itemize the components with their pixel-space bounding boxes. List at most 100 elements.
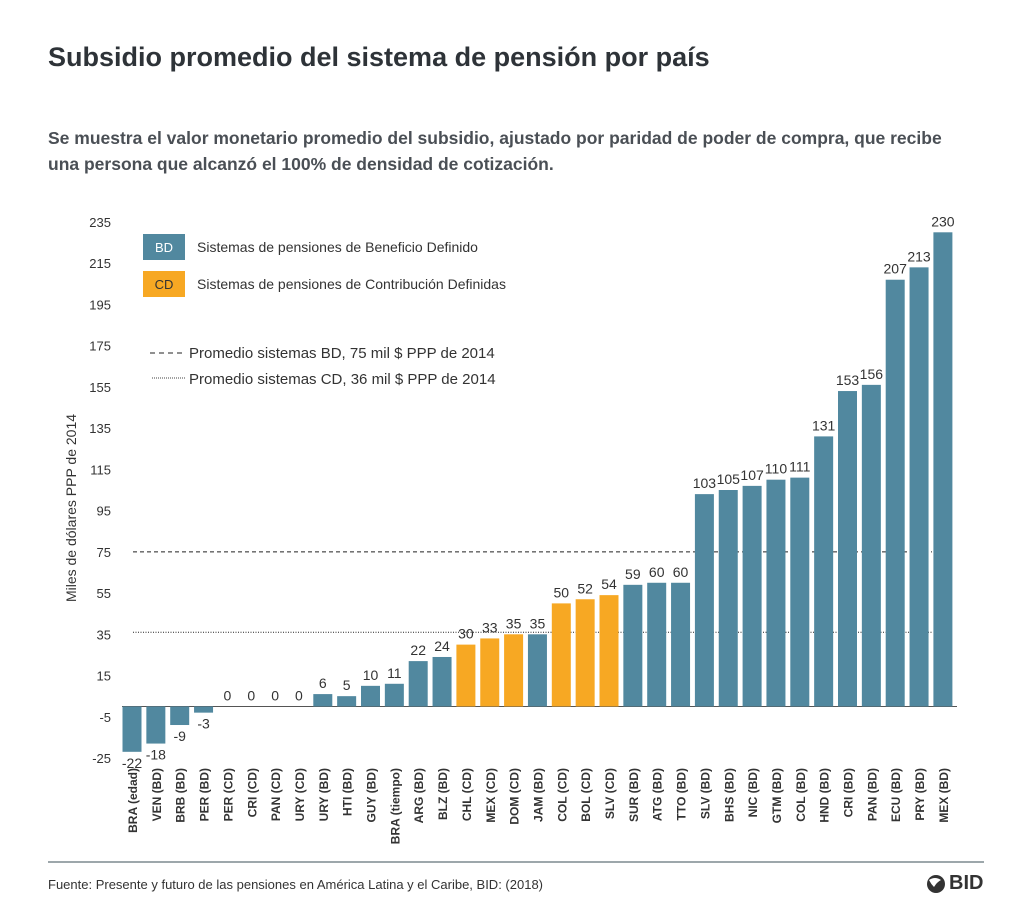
legend-label-cd: Sistemas de pensiones de Contribución De… xyxy=(197,276,506,292)
data-label: -3 xyxy=(197,716,210,732)
data-label: 54 xyxy=(601,576,617,592)
bar xyxy=(838,391,857,707)
bar xyxy=(885,279,905,707)
bar xyxy=(313,694,333,707)
bar xyxy=(647,582,667,707)
data-label: -18 xyxy=(146,747,166,763)
data-label: 105 xyxy=(717,471,741,487)
x-tick-label: PAN (BD) xyxy=(865,768,879,821)
bar xyxy=(814,436,834,707)
data-label: 0 xyxy=(295,687,303,703)
chart-subtitle: Se muestra el valor monetario promedio d… xyxy=(48,128,942,174)
bar xyxy=(432,656,452,707)
y-tick-label: 155 xyxy=(89,380,111,395)
x-tick-label: URY (BD) xyxy=(317,768,331,821)
data-label: 60 xyxy=(649,564,665,580)
legend-swatch-bd xyxy=(143,234,185,260)
x-tick-label: CHL (CD) xyxy=(460,768,474,821)
source-note: Fuente: Presente y futuro de las pension… xyxy=(48,877,543,892)
chart-title: Subsidio promedio del sistema de pensión… xyxy=(48,42,710,72)
bar xyxy=(599,595,619,707)
y-tick-label: -25 xyxy=(92,751,111,766)
bar xyxy=(909,267,929,707)
data-label: 207 xyxy=(884,261,908,277)
y-tick-label: 195 xyxy=(89,297,111,312)
data-label: 33 xyxy=(482,619,498,635)
bar xyxy=(361,685,380,707)
x-tick-label: SLV (CD) xyxy=(603,768,617,819)
bar xyxy=(694,494,714,707)
data-label: -9 xyxy=(173,728,186,744)
globe-logo-icon xyxy=(927,874,945,893)
bar xyxy=(146,706,166,744)
x-tick-label: PRY (BD) xyxy=(913,768,927,821)
data-label: 110 xyxy=(765,461,788,477)
data-label: -22 xyxy=(122,755,142,771)
x-tick-label: CRI (CD) xyxy=(245,768,259,817)
data-label: 52 xyxy=(577,580,593,596)
x-tick-label: SUR (BD) xyxy=(627,768,641,822)
bar xyxy=(527,634,547,707)
data-label: 5 xyxy=(343,677,351,693)
bar xyxy=(742,485,762,707)
data-label: 35 xyxy=(530,615,546,631)
y-tick-label: 75 xyxy=(97,545,111,560)
data-label: 0 xyxy=(271,687,279,703)
data-label: 153 xyxy=(836,372,860,388)
x-tick-label: COL (CD) xyxy=(555,768,569,822)
x-tick-label: GTM (BD) xyxy=(770,768,784,823)
data-label: 10 xyxy=(363,667,379,683)
x-tick-label: PER (CD) xyxy=(221,768,235,821)
y-tick-label: 35 xyxy=(97,627,111,642)
y-tick-label: 95 xyxy=(97,504,111,519)
data-label: 131 xyxy=(812,417,836,433)
data-label: 111 xyxy=(789,459,810,475)
x-tick-label: SLV (BD) xyxy=(698,768,712,819)
x-tick-label: BHS (BD) xyxy=(722,768,736,822)
y-tick-label: -5 xyxy=(99,710,111,725)
y-tick-label: 215 xyxy=(89,256,111,271)
bar xyxy=(861,384,881,707)
data-label: 22 xyxy=(410,642,426,658)
bar xyxy=(337,696,357,707)
x-tick-label: MEX (CD) xyxy=(484,768,498,823)
bar xyxy=(456,644,476,707)
bar xyxy=(194,706,214,713)
x-tick-label: BRB (BD) xyxy=(174,768,188,823)
x-tick-label: ECU (BD) xyxy=(889,768,903,822)
x-tick-label: BRA (tiempo) xyxy=(388,768,402,844)
legend-key-bd: BD xyxy=(155,240,173,255)
y-tick-label: 55 xyxy=(97,586,111,601)
y-axis-label: Miles de dólares PPP de 2014 xyxy=(63,414,79,602)
data-label: 60 xyxy=(673,564,689,580)
bar xyxy=(170,706,190,726)
y-tick-label: 175 xyxy=(89,339,111,354)
x-tick-label: DOM (CD) xyxy=(508,768,522,825)
x-tick-label: ATG (BD) xyxy=(651,768,665,821)
data-label: 107 xyxy=(740,467,764,483)
y-tick-label: 235 xyxy=(89,215,111,230)
legend-swatch-cd xyxy=(143,271,185,297)
data-label: 156 xyxy=(860,366,884,382)
data-label: 30 xyxy=(458,626,474,642)
x-tick-label: BOL (CD) xyxy=(579,768,593,822)
data-label: 50 xyxy=(554,584,570,600)
bar xyxy=(384,683,404,707)
x-tick-label: GUY (BD) xyxy=(365,768,379,822)
x-tick-label: BLZ (BD) xyxy=(436,768,450,820)
y-tick-label: 15 xyxy=(97,669,111,684)
data-label: 230 xyxy=(931,213,955,229)
bar xyxy=(122,706,142,752)
legend-label-bd-average: Promedio sistemas BD, 75 mil $ PPP de 20… xyxy=(189,345,495,362)
bid-logo: BID xyxy=(925,872,983,895)
legend-label-cd-average: Promedio sistemas CD, 36 mil $ PPP de 20… xyxy=(189,371,496,388)
data-label: 6 xyxy=(319,675,327,691)
data-label: 0 xyxy=(247,687,255,703)
y-tick-label: 135 xyxy=(89,421,111,436)
bar xyxy=(933,232,953,707)
bar xyxy=(671,582,691,707)
bar xyxy=(480,638,500,707)
x-tick-label: COL (BD) xyxy=(794,768,808,822)
x-tick-label: HTI (BD) xyxy=(341,768,355,816)
